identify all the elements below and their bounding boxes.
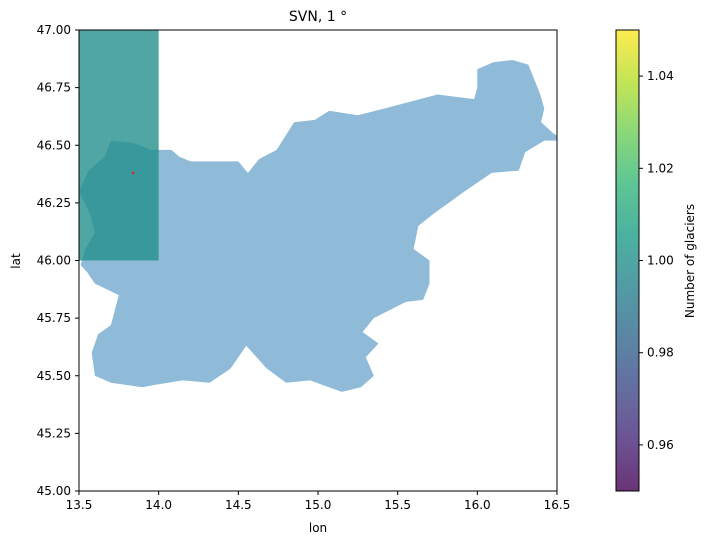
colorbar-gradient [616,30,639,491]
country-shape [79,60,557,392]
x-tick-label: 13.5 [66,498,93,512]
cells-layer [79,30,159,261]
points-layer [131,171,135,175]
colorbar-tick-label: 1.02 [647,161,674,175]
colorbar: 0.96 0.98 1.00 1.02 1.04 Number of glaciers [615,29,697,492]
y-tick-label: 46.50 [37,138,71,152]
colorbar-label: Number of glaciers [683,204,697,318]
y-tick-label: 45.00 [37,484,71,498]
grid-cell [79,30,159,261]
y-axis-label: lat [9,253,23,269]
y-tick-label: 45.25 [37,426,71,440]
x-tick-label: 15.0 [305,498,332,512]
y-axis: 45.00 45.25 45.50 45.75 46.00 46.25 46.50 46.75… [37,23,79,498]
chart-title: SVN, 1 ° [289,9,347,25]
y-tick-label: 46.00 [37,254,71,268]
x-axis: 13.5 14.0 14.5 15.0 15.5 16.0 16.5 [66,491,571,512]
x-tick-label: 14.0 [145,498,172,512]
x-axis-label: lon [309,521,327,535]
y-tick-label: 45.75 [37,311,71,325]
x-tick-label: 16.5 [544,498,571,512]
glacier-point [131,171,135,175]
colorbar-tick-label: 0.98 [647,346,674,360]
y-tick-label: 46.25 [37,196,71,210]
y-tick-label: 47.00 [37,23,71,37]
colorbar-tick-label: 1.04 [647,69,674,83]
x-tick-label: 16.0 [464,498,491,512]
colorbar-ticks: 0.96 0.98 1.00 1.02 1.04 [639,69,674,452]
x-tick-label: 14.5 [225,498,252,512]
y-tick-label: 45.50 [37,369,71,383]
x-tick-label: 15.5 [384,498,411,512]
plot-area [78,29,558,492]
colorbar-tick-label: 1.00 [647,254,674,268]
y-tick-label: 46.75 [37,81,71,95]
colorbar-tick-label: 0.96 [647,438,674,452]
